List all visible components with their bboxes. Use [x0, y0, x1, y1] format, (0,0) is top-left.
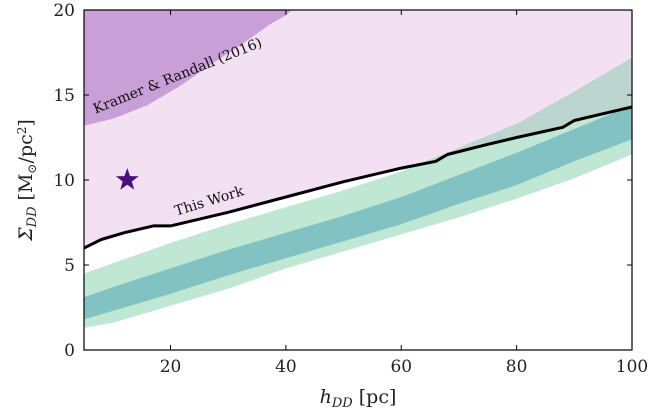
- this-work-line: [84, 105, 632, 250]
- x-tick-label: 60: [390, 357, 412, 377]
- y-tick-label: 0: [64, 341, 75, 361]
- y-axis-label: ΣDD [M⊙/pc2]: [15, 119, 40, 242]
- x-tick-label: 100: [616, 357, 648, 377]
- kramer-randall-region: [84, 10, 292, 126]
- x-tick-label: 20: [160, 357, 182, 377]
- inner-band: [84, 105, 632, 320]
- x-tick-label: 40: [275, 357, 297, 377]
- plot-area: [84, 10, 632, 328]
- axes: 20 40 60 80 100 0 5 10 15 20: [53, 1, 648, 377]
- x-tick-label: 80: [506, 357, 528, 377]
- x-axis-label: hDD [pc]: [320, 386, 397, 411]
- y-tick-label: 10: [53, 171, 75, 191]
- overlap-region: [418, 57, 632, 165]
- y-tick-label: 15: [53, 86, 75, 106]
- star-marker: [115, 168, 139, 190]
- excluded-region: [84, 10, 632, 248]
- y-tick-label: 20: [53, 1, 75, 21]
- y-tick-label: 5: [64, 256, 75, 276]
